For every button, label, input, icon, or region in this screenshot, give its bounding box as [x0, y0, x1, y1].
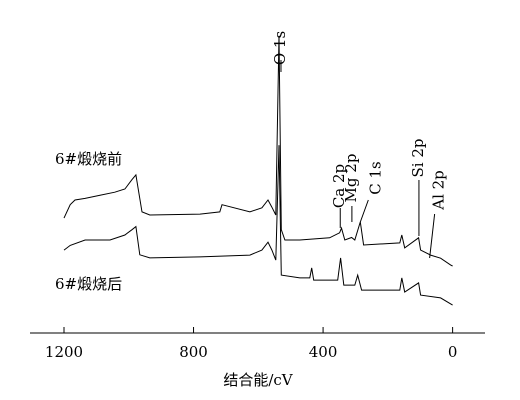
x-tick-label: 400 — [309, 343, 338, 361]
x-axis-label: 结合能/cV — [223, 371, 293, 389]
annotation-label: Si 2p — [409, 139, 427, 178]
annotation-label: Mg 2p — [342, 154, 360, 203]
annotation-line — [429, 213, 436, 259]
spectrum-line — [63, 35, 453, 267]
x-tick-label: 0 — [448, 343, 458, 361]
x-tick-label: 800 — [179, 343, 208, 361]
annotation-line — [359, 199, 369, 223]
annotation-label: C 1s — [366, 161, 384, 195]
annotation-label: Al 2p — [430, 170, 448, 211]
series-label: 6#煅烧后 — [55, 275, 122, 293]
annotation-label: O 1s — [271, 31, 289, 65]
annotation-label: Ca 2p — [330, 164, 348, 208]
x-tick-label: 1200 — [45, 343, 83, 361]
series-label: 6#煅烧前 — [55, 150, 122, 168]
spectrum-line — [63, 145, 453, 306]
